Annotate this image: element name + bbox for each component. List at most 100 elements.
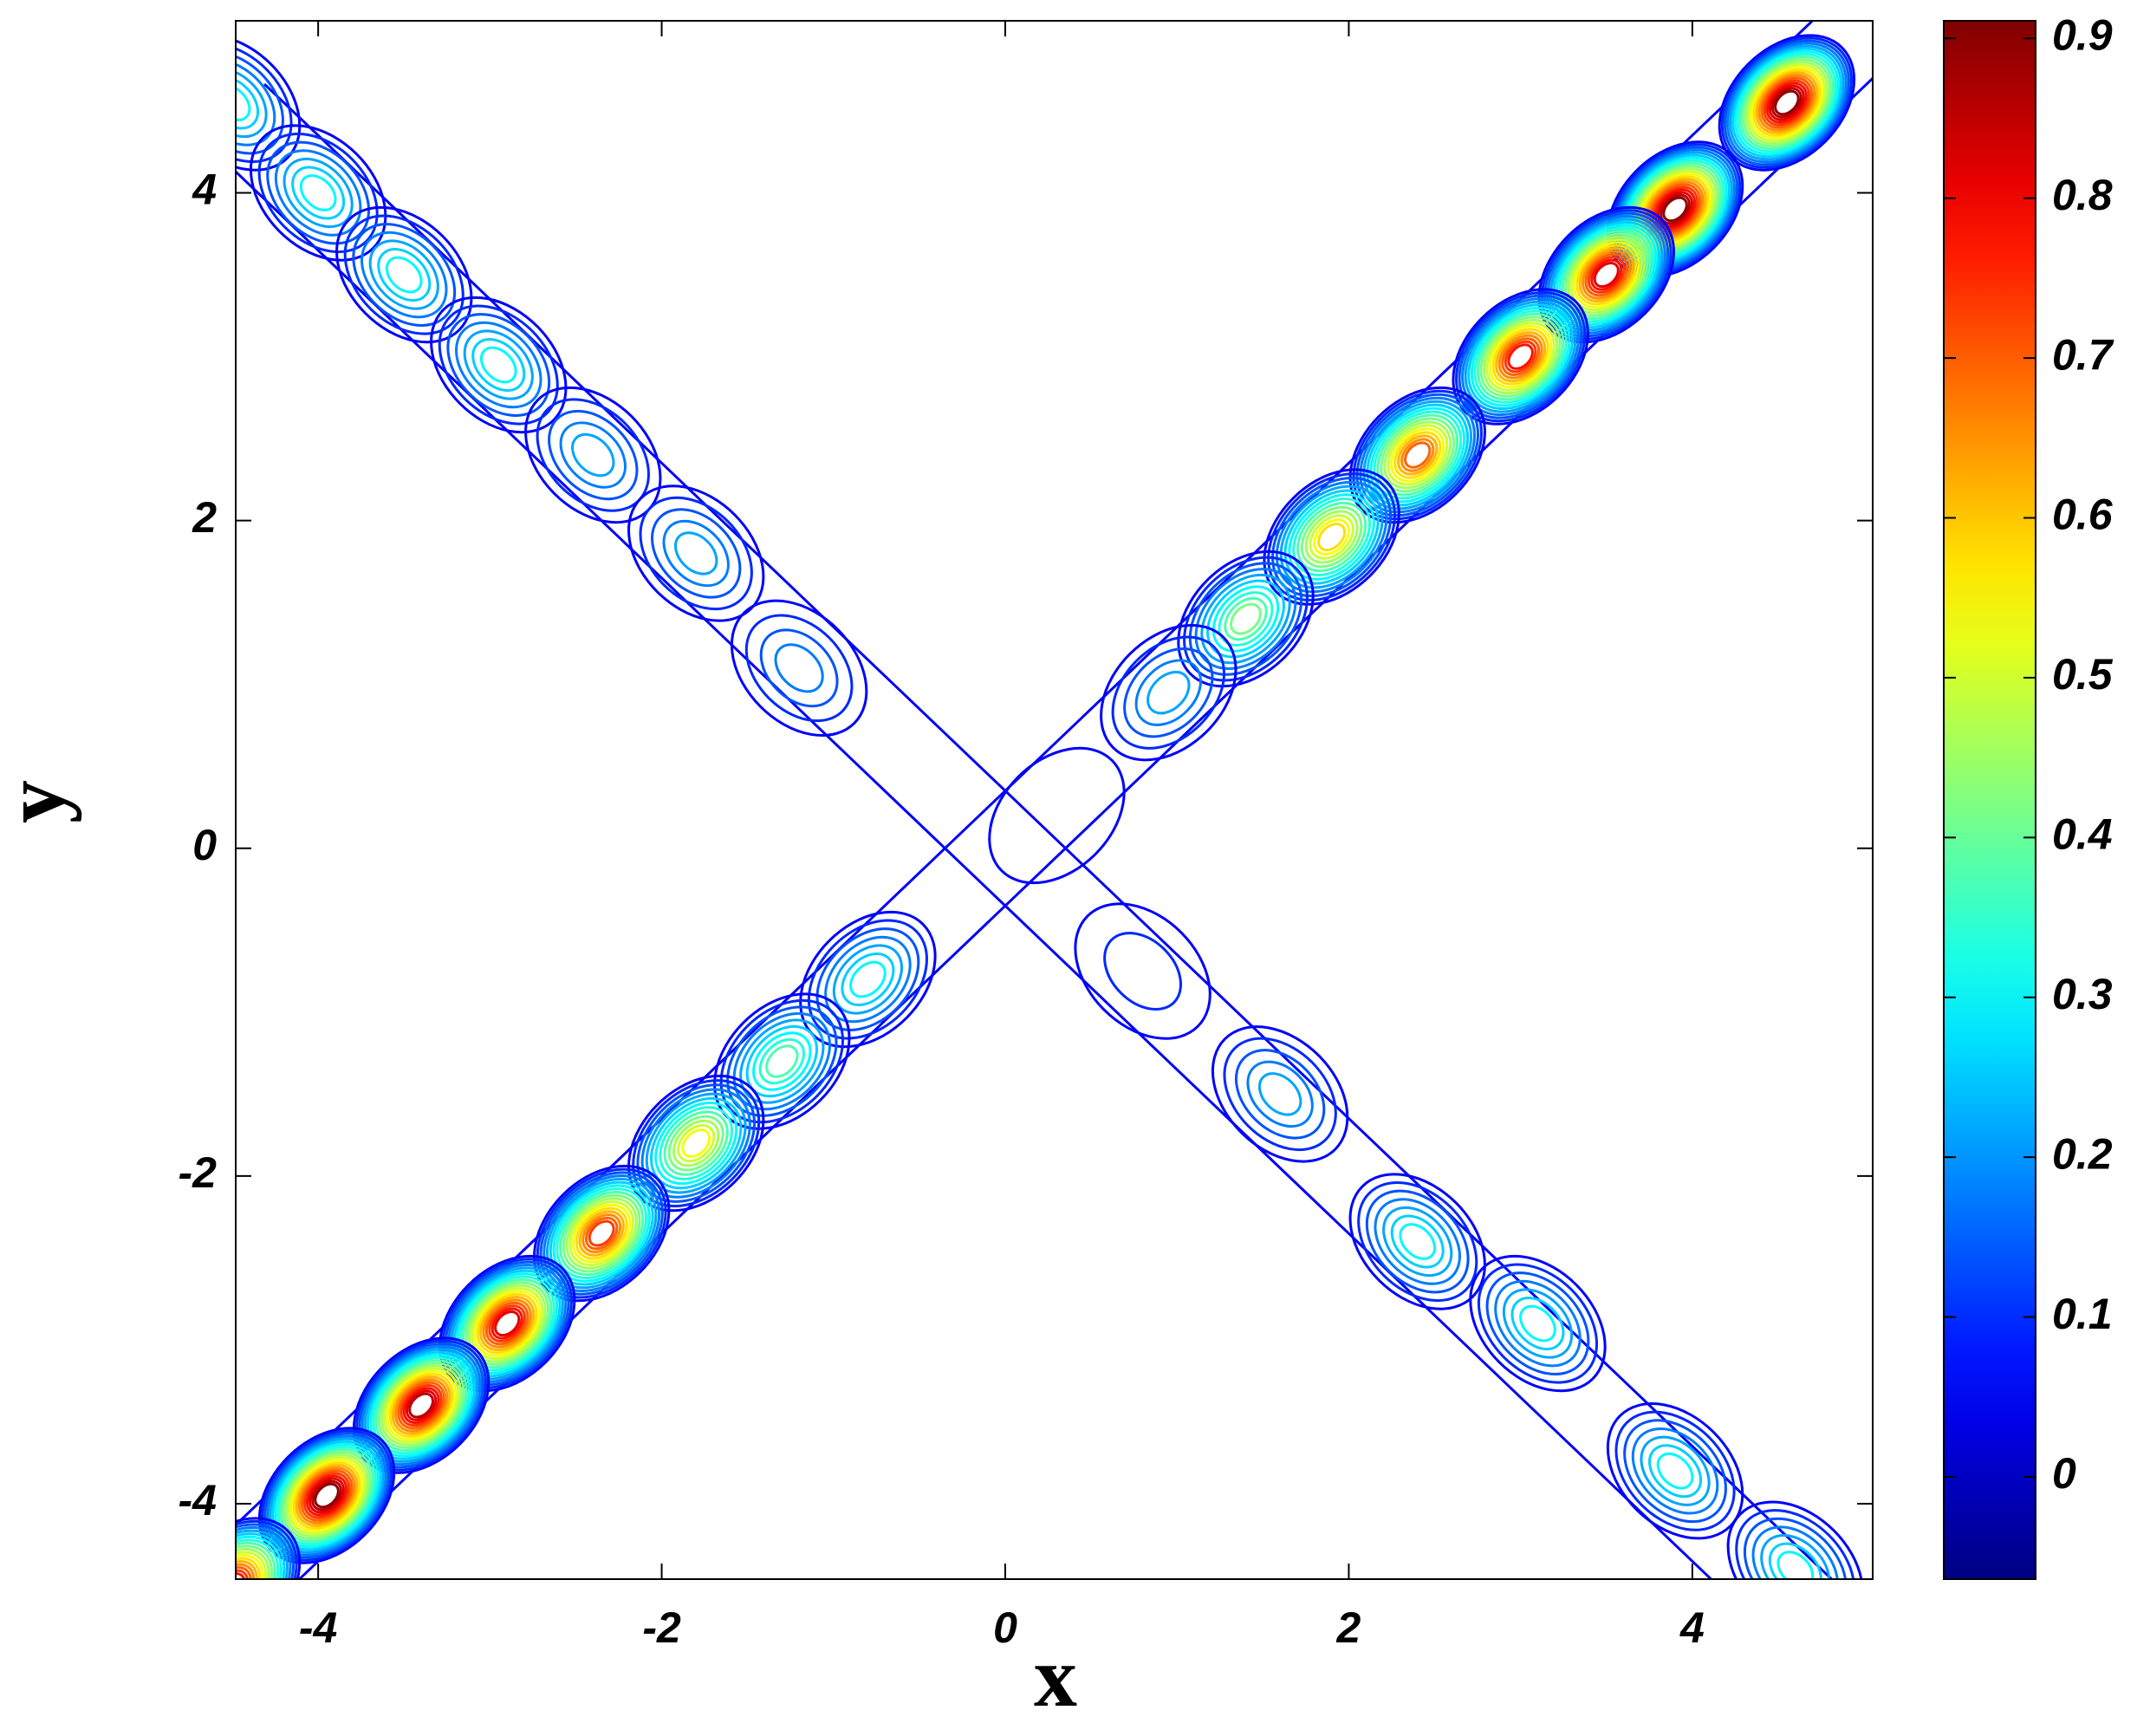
peak (335, 205, 473, 344)
contour-ring (484, 1301, 529, 1346)
contour-ring (1390, 427, 1445, 483)
contour-ring (1726, 1500, 1864, 1579)
colorbar-tick-label: 0.4 (2052, 810, 2113, 859)
colorbar-tick-label: 0.3 (2052, 970, 2113, 1018)
contour-ring (1540, 209, 1673, 341)
contour-ring (1768, 1542, 1822, 1579)
contour-ring (1292, 497, 1372, 576)
contour-ring (438, 1254, 576, 1393)
contour-ring (765, 1044, 799, 1078)
contour-ring (1760, 1534, 1831, 1579)
contour-ring (236, 1538, 280, 1579)
contour-ring (402, 1387, 440, 1424)
colorbar (1943, 20, 2036, 1580)
contour-ring (236, 1529, 289, 1579)
contour-ring (266, 1434, 388, 1557)
contour-ring (1275, 480, 1388, 594)
contour-ring (236, 1572, 246, 1579)
contour-ring (758, 1037, 806, 1085)
contour-ring (236, 59, 276, 146)
contour-ring (405, 1389, 438, 1421)
contour-ring (1362, 400, 1473, 510)
contour-ring (1728, 44, 1845, 161)
contour-ring (236, 67, 268, 139)
contour-ring (588, 1219, 615, 1247)
contour-ring (299, 174, 337, 211)
contour-ring (1194, 568, 1297, 671)
contour-ring (1404, 441, 1432, 469)
contour-ring (1134, 659, 1203, 726)
contour-ring (1537, 205, 1675, 344)
contour-ring (1546, 214, 1666, 335)
peak (236, 1517, 302, 1579)
contour-ring (1458, 294, 1583, 419)
contour-ring (1606, 1402, 1744, 1540)
y-tick-label: -4 (179, 1476, 217, 1525)
contour-ring (1452, 288, 1589, 426)
contour-ring (677, 1124, 716, 1163)
contour-ring (1656, 1452, 1694, 1490)
contour-ring (1387, 424, 1449, 486)
contour-ring (849, 960, 887, 998)
peak (1263, 468, 1400, 606)
contour-ring (438, 304, 559, 426)
x-axis-label: x (1034, 1629, 1077, 1725)
contour-ring (1218, 591, 1274, 647)
contour-ring (441, 1258, 573, 1389)
colorbar-tick-label: 0.1 (2052, 1290, 2113, 1338)
contour-ring (1763, 79, 1810, 127)
contour-ring (263, 1432, 391, 1559)
contour-ring (1590, 258, 1623, 291)
contour-ring (297, 1466, 356, 1525)
contour-ring (1103, 932, 1183, 1011)
contour-ring (568, 1200, 635, 1267)
contour-ring (1725, 42, 1848, 164)
contour-ring (1469, 1254, 1607, 1393)
contour-ring (1575, 244, 1638, 306)
contour-ring (752, 1031, 812, 1091)
contour-ring (236, 75, 260, 130)
y-axis-label: y (0, 780, 82, 823)
contour-ring (1485, 1271, 1590, 1375)
contour-ring (572, 1203, 632, 1264)
contour-ring (1397, 434, 1439, 476)
contour-ring (283, 157, 354, 229)
contour-ring (1111, 635, 1225, 750)
contour-ring (1477, 1263, 1599, 1384)
contour-ring (306, 1474, 348, 1517)
contour-ring (1614, 1410, 1736, 1531)
contour-ring (674, 531, 718, 575)
contour-ring (1263, 468, 1400, 606)
contour-ring (672, 1119, 720, 1167)
contour-ring (479, 346, 517, 384)
contour-ring (1774, 89, 1800, 116)
contour-ring (309, 1477, 345, 1514)
contour-ring (988, 746, 1126, 885)
contour-ring (479, 1296, 536, 1352)
contour-ring (236, 1523, 296, 1579)
contour-ring (1491, 328, 1549, 386)
contour-ring (1747, 63, 1827, 142)
contour-ring (1223, 1037, 1337, 1152)
contour-ring (335, 205, 473, 344)
contour-ring (807, 919, 928, 1040)
peak (236, 34, 302, 172)
contour-ring (377, 1362, 465, 1449)
peak (1606, 1402, 1744, 1540)
colorbar-tick-label: 0.9 (2052, 10, 2113, 59)
contour-ring (236, 1519, 298, 1579)
contour-ring (1593, 261, 1620, 289)
contour-ring (455, 321, 542, 409)
contour-ring (236, 1554, 264, 1579)
contour-ring (1757, 74, 1816, 132)
contour-ring (841, 953, 895, 1007)
contour-ring (1296, 501, 1367, 573)
contour-ring (391, 1375, 451, 1435)
contour-ring (1200, 573, 1291, 665)
peak (249, 124, 387, 262)
contour-ring (1507, 343, 1534, 370)
peak (1469, 1254, 1607, 1393)
contour-ring (659, 1106, 734, 1180)
contour-ring (1482, 318, 1559, 395)
peak (730, 599, 868, 737)
